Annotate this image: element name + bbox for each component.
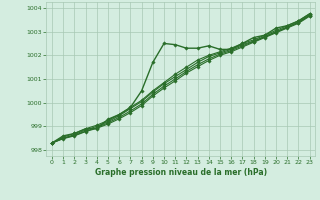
X-axis label: Graphe pression niveau de la mer (hPa): Graphe pression niveau de la mer (hPa) [95,168,267,177]
